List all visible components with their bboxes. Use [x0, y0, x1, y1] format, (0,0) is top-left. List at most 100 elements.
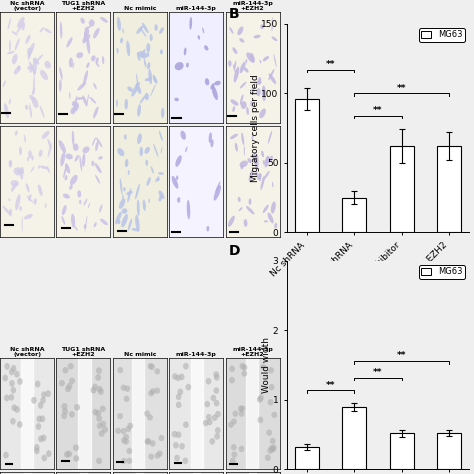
- Ellipse shape: [69, 57, 73, 67]
- Ellipse shape: [83, 199, 87, 206]
- Ellipse shape: [93, 107, 99, 118]
- Ellipse shape: [259, 109, 266, 118]
- Ellipse shape: [157, 450, 163, 457]
- Ellipse shape: [270, 155, 273, 162]
- Ellipse shape: [262, 85, 266, 101]
- Ellipse shape: [175, 155, 182, 167]
- Ellipse shape: [150, 388, 155, 394]
- Ellipse shape: [253, 157, 256, 164]
- Ellipse shape: [174, 98, 179, 101]
- Ellipse shape: [9, 99, 11, 105]
- Ellipse shape: [93, 28, 100, 38]
- Ellipse shape: [250, 101, 253, 107]
- Ellipse shape: [239, 410, 245, 417]
- Ellipse shape: [155, 176, 159, 182]
- Ellipse shape: [120, 37, 123, 43]
- Ellipse shape: [143, 200, 146, 211]
- Ellipse shape: [241, 370, 247, 377]
- Bar: [249, 472, 256, 474]
- Ellipse shape: [33, 75, 35, 95]
- Ellipse shape: [137, 52, 140, 61]
- Ellipse shape: [146, 438, 151, 445]
- Ellipse shape: [228, 421, 234, 428]
- Ellipse shape: [183, 421, 189, 428]
- Ellipse shape: [27, 43, 35, 57]
- Ellipse shape: [75, 155, 79, 162]
- Ellipse shape: [215, 427, 220, 434]
- Ellipse shape: [38, 165, 40, 169]
- Ellipse shape: [136, 82, 140, 86]
- Ellipse shape: [34, 444, 40, 451]
- Ellipse shape: [182, 457, 188, 464]
- Ellipse shape: [95, 163, 101, 173]
- Ellipse shape: [33, 57, 37, 75]
- Ellipse shape: [2, 374, 8, 382]
- Ellipse shape: [174, 455, 180, 461]
- Ellipse shape: [155, 387, 160, 394]
- Ellipse shape: [117, 47, 118, 54]
- Title: TUG1 shRNA
+EZH2: TUG1 shRNA +EZH2: [61, 1, 106, 11]
- Ellipse shape: [73, 455, 79, 462]
- Ellipse shape: [230, 134, 238, 139]
- Ellipse shape: [72, 131, 74, 146]
- Ellipse shape: [10, 180, 19, 187]
- Title: Nc shRNA
(vector): Nc shRNA (vector): [9, 347, 45, 357]
- Ellipse shape: [179, 443, 185, 450]
- Ellipse shape: [35, 381, 40, 387]
- Ellipse shape: [176, 401, 182, 408]
- Ellipse shape: [147, 414, 153, 420]
- Ellipse shape: [135, 215, 140, 232]
- Ellipse shape: [179, 374, 184, 380]
- Text: **: **: [397, 84, 407, 93]
- Ellipse shape: [125, 159, 128, 167]
- Ellipse shape: [185, 384, 191, 391]
- Ellipse shape: [247, 158, 252, 163]
- Ellipse shape: [102, 56, 104, 64]
- Ellipse shape: [214, 81, 221, 85]
- Ellipse shape: [35, 55, 43, 63]
- Ellipse shape: [205, 78, 210, 85]
- Ellipse shape: [250, 53, 255, 63]
- Ellipse shape: [263, 160, 265, 165]
- Ellipse shape: [214, 433, 220, 440]
- Ellipse shape: [19, 146, 22, 155]
- Ellipse shape: [128, 423, 133, 429]
- Ellipse shape: [260, 364, 266, 370]
- Ellipse shape: [255, 154, 258, 170]
- Ellipse shape: [159, 27, 164, 34]
- Ellipse shape: [127, 457, 132, 464]
- Ellipse shape: [259, 176, 261, 181]
- Ellipse shape: [66, 37, 73, 47]
- Ellipse shape: [271, 201, 276, 214]
- Ellipse shape: [96, 137, 102, 147]
- Ellipse shape: [70, 175, 78, 185]
- Ellipse shape: [239, 405, 246, 412]
- Ellipse shape: [244, 219, 247, 227]
- Ellipse shape: [12, 54, 18, 64]
- Ellipse shape: [93, 83, 97, 89]
- Ellipse shape: [9, 160, 12, 168]
- Ellipse shape: [137, 104, 141, 117]
- Ellipse shape: [260, 60, 261, 64]
- Ellipse shape: [48, 143, 52, 157]
- Ellipse shape: [207, 419, 213, 426]
- Ellipse shape: [21, 167, 24, 174]
- Ellipse shape: [9, 209, 12, 217]
- Ellipse shape: [121, 384, 127, 391]
- Ellipse shape: [9, 394, 14, 401]
- Ellipse shape: [127, 448, 132, 454]
- Ellipse shape: [146, 52, 149, 57]
- Ellipse shape: [29, 95, 35, 101]
- Ellipse shape: [82, 95, 88, 106]
- Ellipse shape: [14, 371, 19, 378]
- Ellipse shape: [128, 219, 132, 231]
- Ellipse shape: [97, 422, 103, 429]
- Text: **: **: [373, 106, 383, 115]
- Ellipse shape: [206, 226, 210, 231]
- Ellipse shape: [146, 177, 151, 186]
- Ellipse shape: [249, 169, 254, 182]
- Ellipse shape: [22, 217, 23, 232]
- Ellipse shape: [206, 378, 211, 384]
- Ellipse shape: [213, 371, 219, 378]
- Ellipse shape: [18, 65, 21, 71]
